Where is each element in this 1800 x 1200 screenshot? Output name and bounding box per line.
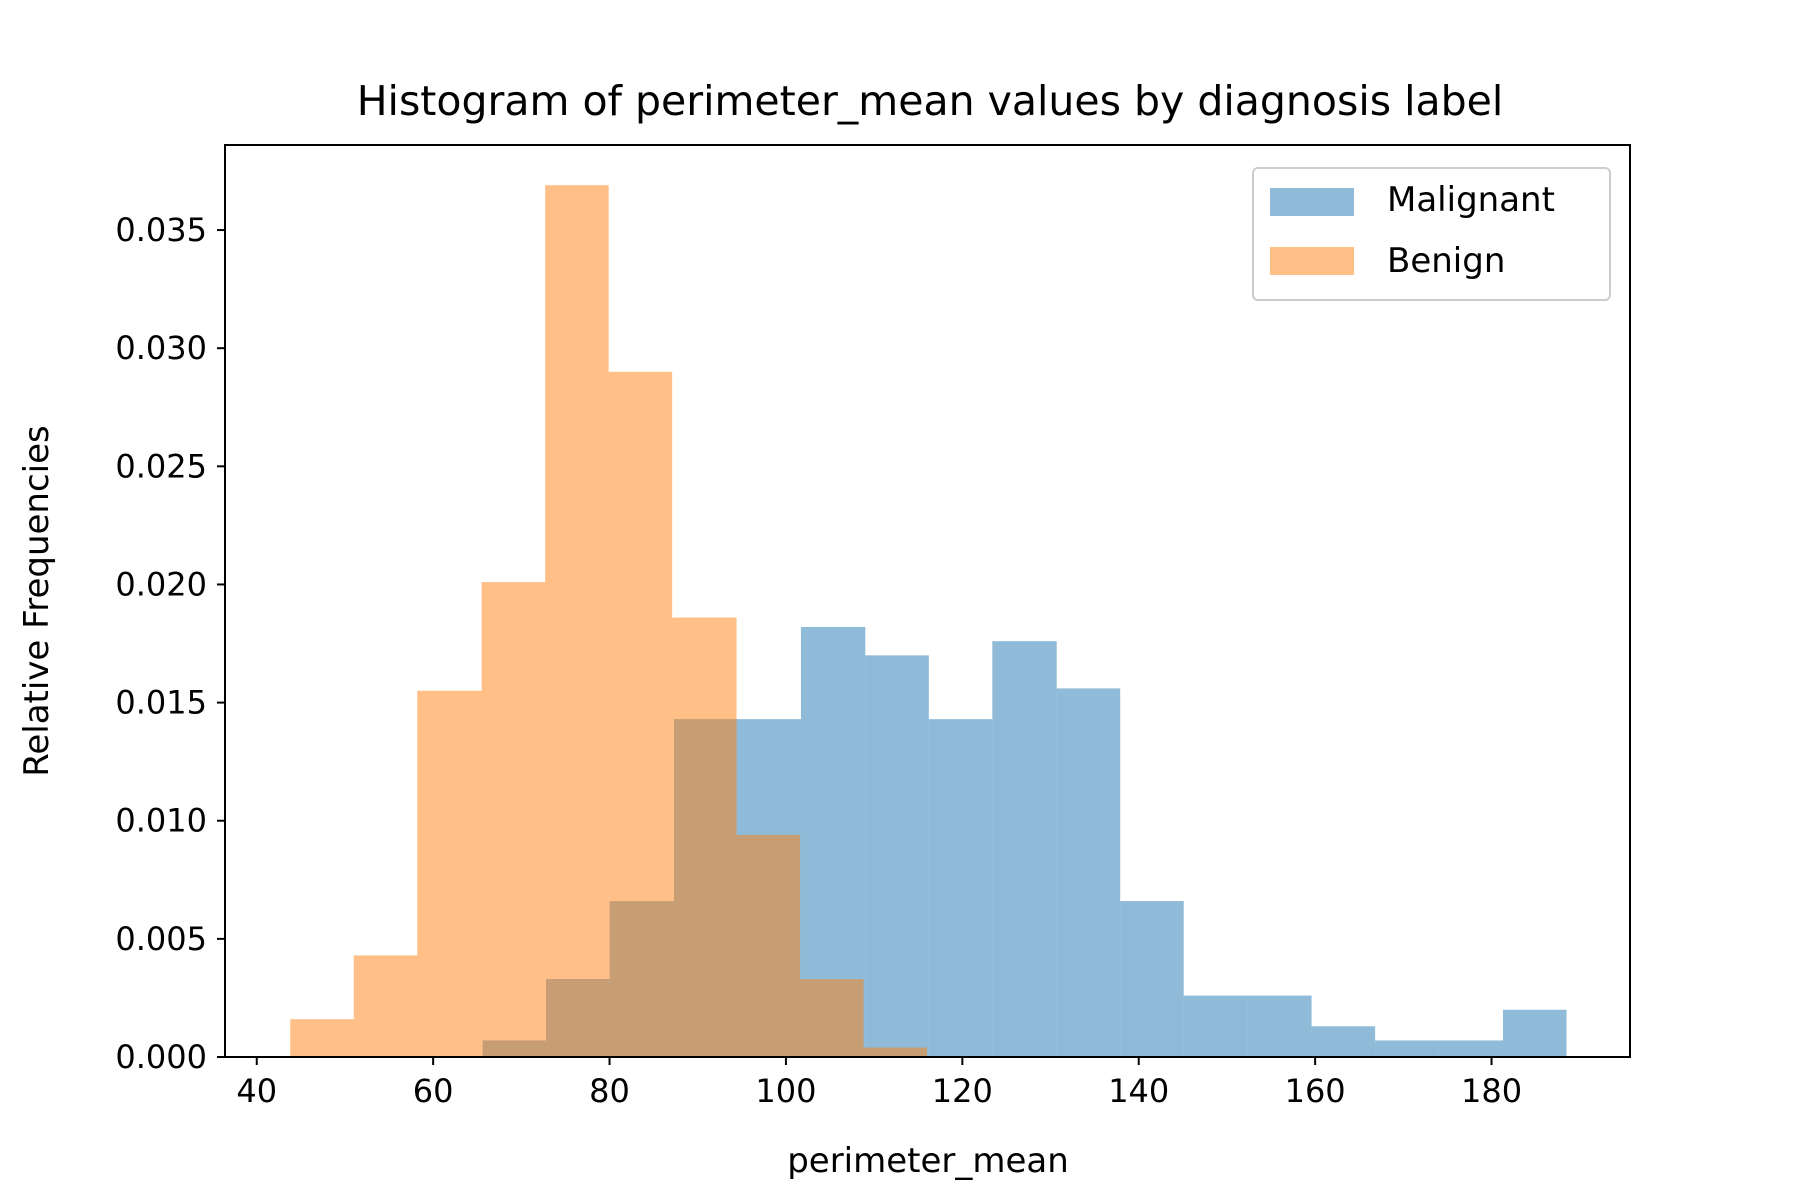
- bar-malignant: [1183, 995, 1248, 1057]
- y-tick-label: 0.030: [115, 329, 207, 367]
- bar-malignant: [1056, 688, 1121, 1057]
- bar-benign: [481, 582, 546, 1057]
- bar-benign: [800, 979, 864, 1057]
- legend-swatch-benign: [1270, 247, 1354, 275]
- y-tick-label: 0.025: [115, 447, 207, 485]
- bar-benign: [736, 834, 801, 1057]
- bar-malignant: [1311, 1026, 1376, 1057]
- x-tick-label: 160: [1285, 1072, 1346, 1110]
- y-axis-label: Relative Frequencies: [17, 425, 57, 777]
- bar-malignant: [1502, 1009, 1567, 1057]
- chart-title: Histogram of perimeter_mean values by di…: [357, 77, 1504, 125]
- y-tick-label: 0.035: [115, 211, 207, 249]
- legend-label-malignant: Malignant: [1387, 180, 1555, 220]
- y-tick-label: 0.015: [115, 684, 207, 722]
- bar-benign: [672, 617, 737, 1057]
- x-axis-ticks: 40 60 80 100 120 140 160 180: [236, 1057, 1522, 1110]
- x-axis-label: perimeter_mean: [787, 1141, 1069, 1181]
- bar-malignant: [1120, 901, 1184, 1057]
- plot-frame: [224, 144, 1631, 1058]
- y-tick-label: 0.005: [115, 920, 207, 958]
- x-tick-label: 120: [932, 1072, 993, 1110]
- y-tick-label: 0.000: [115, 1038, 207, 1076]
- bar-malignant: [1247, 995, 1312, 1057]
- bar-malignant: [1375, 1040, 1439, 1057]
- bar-benign: [417, 690, 482, 1057]
- bars-layer: [290, 185, 1567, 1058]
- x-tick-label: 40: [236, 1072, 277, 1110]
- bar-malignant: [992, 641, 1057, 1057]
- legend: Malignant Benign: [1252, 167, 1611, 301]
- bar-malignant: [865, 655, 929, 1057]
- bar-benign: [545, 185, 609, 1058]
- legend-label-benign: Benign: [1387, 241, 1505, 281]
- x-tick-label: 140: [1108, 1072, 1169, 1110]
- x-tick-label: 60: [413, 1072, 454, 1110]
- y-tick-label: 0.020: [115, 565, 207, 603]
- legend-swatch-malignant: [1270, 188, 1354, 216]
- bar-benign: [863, 1047, 928, 1057]
- bar-benign: [353, 955, 418, 1057]
- bar-benign: [290, 1019, 354, 1057]
- x-tick-label: 180: [1461, 1072, 1522, 1110]
- x-tick-label: 100: [755, 1072, 816, 1110]
- y-tick-label: 0.010: [115, 802, 207, 840]
- bar-benign: [608, 371, 673, 1057]
- y-axis-ticks: 0.000 0.005 0.010 0.015 0.020 0.025 0.030 0.035: [115, 211, 225, 1076]
- bar-malignant: [928, 719, 993, 1057]
- x-tick-label: 80: [589, 1072, 630, 1110]
- bar-malignant: [1438, 1040, 1503, 1057]
